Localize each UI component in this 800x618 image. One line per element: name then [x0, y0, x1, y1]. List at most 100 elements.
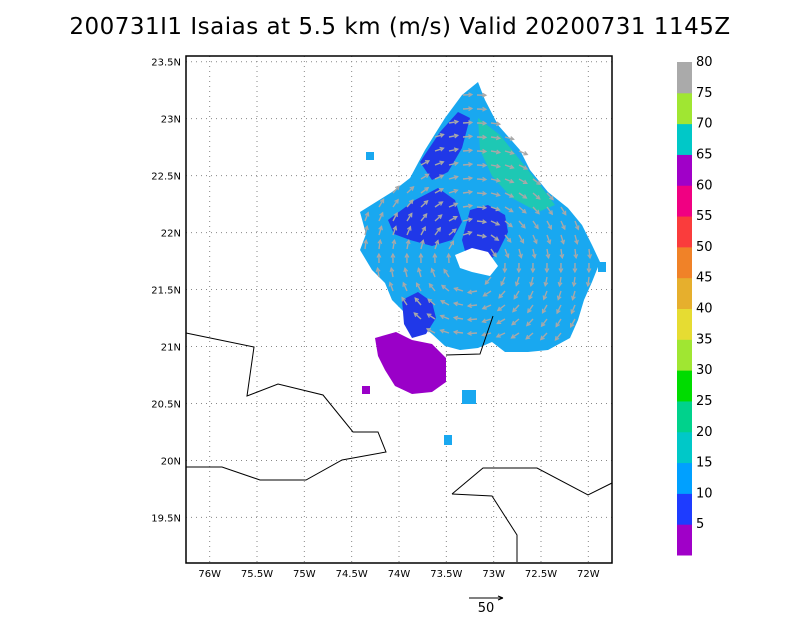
- wind-vector-head: [406, 225, 412, 231]
- colorbar-label: 15: [696, 456, 713, 471]
- wind-vector-head: [452, 329, 459, 335]
- wind-vector: [448, 162, 458, 166]
- wind-vector-head: [585, 281, 591, 288]
- wind-vector-head: [481, 233, 488, 239]
- wind-vector-head: [376, 252, 382, 258]
- wind-vector: [570, 304, 576, 314]
- wind-vector-head: [468, 120, 474, 126]
- wind-vector-head: [498, 293, 504, 299]
- wind-vector: [443, 269, 450, 278]
- wind-cell: [598, 262, 606, 272]
- wind-vector: [420, 173, 430, 180]
- wind-vector-head: [523, 151, 529, 156]
- wind-vector-head: [557, 281, 563, 288]
- colorbar-swatch: [677, 431, 692, 464]
- wind-vector-head: [534, 224, 539, 230]
- wind-vector-head: [482, 190, 488, 196]
- wind-vector: [482, 304, 492, 310]
- wind-vector-head: [571, 295, 576, 301]
- wind-vector: [420, 187, 429, 194]
- wind-vector: [404, 268, 408, 278]
- latitude-labels: 23.5N 23N 22.5N 22N 21.5N 21N 20.5N 20N 19.5N: [151, 58, 181, 525]
- wind-vector: [476, 178, 487, 181]
- wind-vector: [518, 248, 523, 258]
- wind-vector: [454, 302, 464, 306]
- wind-vector-head: [439, 146, 445, 152]
- wind-vector: [532, 178, 541, 185]
- wind-vector: [420, 213, 428, 222]
- reference-vector: 50: [469, 595, 504, 616]
- wind-vector: [527, 304, 534, 313]
- wind-vector-head: [496, 306, 502, 312]
- wind-cell: [362, 386, 370, 394]
- longitude-labels: 76W 75.5W 75W 74.5W 74W 73.5W 73W 72.5W 72W: [198, 569, 599, 580]
- wind-vector-head: [539, 335, 545, 341]
- wind-vector: [462, 231, 472, 236]
- wind-vector: [587, 276, 590, 287]
- wind-vector: [467, 318, 478, 321]
- wind-vector-head: [558, 268, 564, 274]
- wind-vector: [454, 316, 464, 320]
- wind-vector: [504, 206, 514, 213]
- wind-vector-head: [481, 219, 488, 225]
- wind-vector-head: [511, 320, 517, 326]
- wind-vector: [518, 206, 527, 214]
- wind-vector-head: [391, 238, 397, 245]
- wind-vector-head: [556, 309, 561, 315]
- wind-vector-head: [404, 252, 410, 258]
- wind-vector-head: [408, 212, 413, 218]
- wind-vector-head: [439, 300, 446, 305]
- colorbar-swatch: [677, 524, 692, 556]
- wind-vector: [476, 220, 487, 223]
- wind-vector-head: [495, 333, 501, 338]
- wind-vector-head: [574, 225, 580, 231]
- wind-vector: [490, 150, 500, 154]
- lon-tick-label: 76W: [198, 569, 221, 580]
- wind-vector: [490, 122, 501, 125]
- wind-vector-head: [439, 133, 445, 138]
- coastline-south: [451, 467, 613, 496]
- wind-vector: [467, 304, 478, 307]
- lon-tick-label: 73.5W: [430, 569, 462, 580]
- wind-vector-head: [428, 282, 434, 288]
- wind-vector: [448, 240, 455, 250]
- wind-vector: [490, 220, 500, 226]
- wind-vector-head: [533, 239, 538, 245]
- colorbar-label: 10: [696, 486, 713, 501]
- wind-vector-head: [586, 268, 592, 274]
- wind-vector: [448, 120, 458, 124]
- wind-vector-head: [467, 217, 474, 223]
- wind-vector-head: [549, 195, 554, 201]
- wind-vector: [588, 248, 591, 259]
- wind-vector: [462, 163, 473, 166]
- wind-vector-head: [449, 240, 455, 246]
- wind-vector-head: [504, 253, 510, 259]
- wind-vector-head: [543, 281, 549, 288]
- wind-vector: [392, 226, 397, 236]
- wind-vector-head: [415, 282, 421, 288]
- wind-vector: [428, 283, 436, 292]
- lat-tick-label: 22N: [161, 229, 181, 240]
- wind-vector: [528, 290, 534, 300]
- wind-vector: [401, 297, 408, 306]
- wind-vector: [532, 248, 536, 258]
- wind-vector: [448, 189, 458, 194]
- wind-vector: [467, 332, 478, 335]
- wind-vector-head: [520, 223, 526, 229]
- wind-vector: [454, 287, 464, 292]
- wind-vector: [554, 332, 562, 341]
- wind-vector: [462, 121, 473, 124]
- wind-vector: [378, 239, 381, 250]
- wind-vector-head: [408, 199, 414, 205]
- wind-vector-head: [468, 175, 474, 181]
- wind-vector: [413, 312, 422, 320]
- wind-vector-head: [452, 215, 458, 221]
- wind-cell: [444, 435, 452, 445]
- wind-vector-head: [561, 210, 567, 216]
- wind-vector: [402, 282, 408, 292]
- wind-vector: [532, 220, 539, 229]
- wind-vector-head: [495, 192, 501, 197]
- wind-vector: [558, 276, 562, 286]
- wind-vector-head: [446, 252, 452, 258]
- colorbar-label: 20: [696, 425, 713, 440]
